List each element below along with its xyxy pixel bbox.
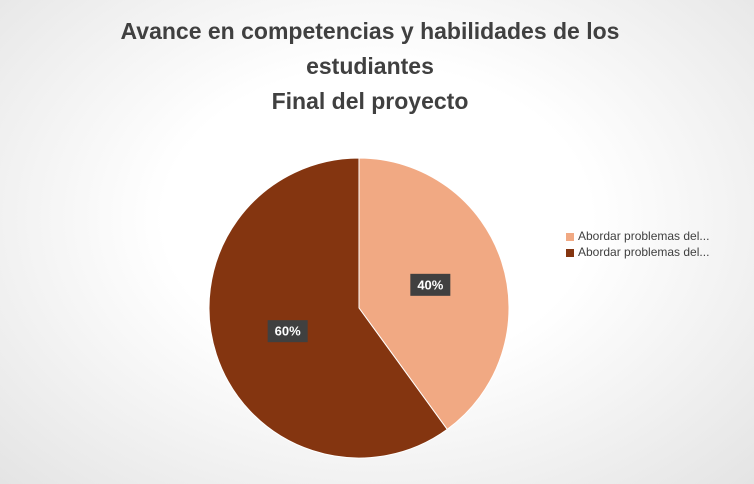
data-label: 60% <box>275 324 301 339</box>
chart-subtitle: Final del proyecto <box>271 88 469 114</box>
legend-label: Abordar problemas del... <box>578 245 709 259</box>
legend-swatch <box>566 249 574 257</box>
legend-label: Abordar problemas del... <box>578 229 709 243</box>
data-label-box <box>410 273 451 296</box>
pie-slice <box>208 157 448 459</box>
data-label-box <box>267 320 308 343</box>
chart-title: Avance en competencias y habilidades de … <box>120 18 620 79</box>
data-label: 40% <box>417 277 443 292</box>
legend-swatch <box>566 233 574 241</box>
